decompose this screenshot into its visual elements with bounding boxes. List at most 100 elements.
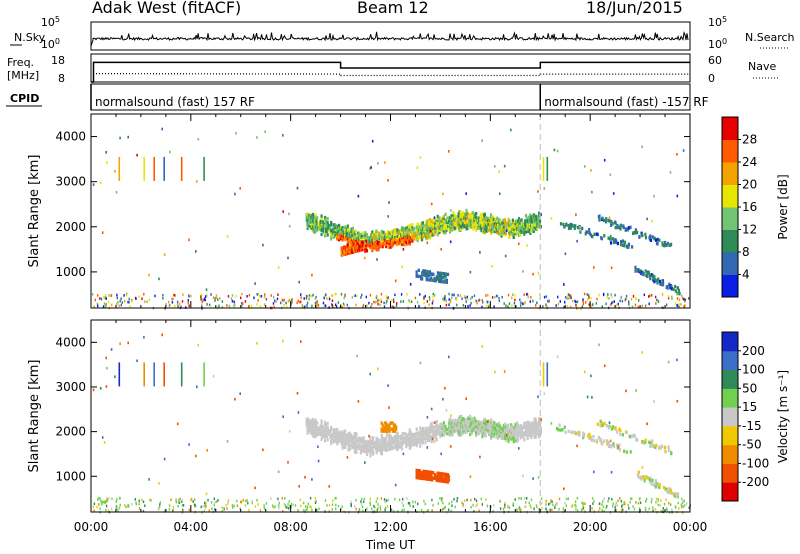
data-cell xyxy=(526,244,528,247)
data-cell xyxy=(581,305,584,308)
data-cell xyxy=(458,218,461,222)
data-cell xyxy=(418,304,420,308)
data-cell xyxy=(359,237,362,241)
data-cell xyxy=(640,231,643,235)
data-cell xyxy=(376,497,379,500)
data-cell xyxy=(442,433,445,437)
data-cell xyxy=(259,509,262,512)
data-cell xyxy=(387,179,389,182)
data-cell xyxy=(439,424,442,429)
data-cell xyxy=(232,506,234,509)
data-cell xyxy=(486,304,488,308)
data-cell xyxy=(314,217,317,221)
data-cell xyxy=(586,298,589,301)
data-cell xyxy=(340,293,343,296)
data-cell xyxy=(362,303,365,307)
data-cell xyxy=(610,470,613,474)
data-cell xyxy=(528,433,531,437)
power-colorbar-label: Power [dB] xyxy=(776,174,790,239)
data-cell xyxy=(668,502,670,505)
data-cell xyxy=(576,239,578,243)
data-cell xyxy=(448,218,451,222)
data-cell xyxy=(427,432,431,437)
velocity-colorbar-tick-6: -100 xyxy=(742,456,769,470)
data-cell xyxy=(251,500,253,503)
data-cell xyxy=(116,302,118,306)
data-cell xyxy=(428,430,431,435)
data-cell xyxy=(206,449,208,452)
data-cell xyxy=(471,295,473,299)
data-cell xyxy=(205,295,207,298)
data-cell xyxy=(455,426,458,431)
data-cell xyxy=(317,459,320,463)
data-cell xyxy=(569,222,572,227)
beam-title: Beam 12 xyxy=(357,0,429,17)
power-colorbar-swatch-4 xyxy=(722,184,738,208)
data-cell xyxy=(204,504,206,508)
data-cell xyxy=(123,294,125,297)
data-cell xyxy=(215,294,218,298)
data-cell xyxy=(684,300,686,303)
data-cell xyxy=(499,222,502,226)
data-cell xyxy=(314,497,316,500)
data-cell xyxy=(533,507,535,511)
data-cell xyxy=(410,233,413,237)
data-cell xyxy=(365,234,369,239)
data-cell xyxy=(393,228,397,233)
data-cell xyxy=(331,503,334,506)
data-cell xyxy=(419,471,422,475)
data-cell xyxy=(369,454,372,458)
data-cell xyxy=(637,268,640,272)
data-cell xyxy=(388,235,391,239)
data-cell xyxy=(207,498,209,502)
data-cell xyxy=(567,223,570,228)
data-cell xyxy=(481,434,484,439)
data-cell xyxy=(446,432,449,436)
data-cell xyxy=(530,296,532,299)
data-cell xyxy=(270,497,272,500)
data-cell xyxy=(658,485,661,489)
data-cell xyxy=(507,293,510,297)
velocity-colorbar-swatch-6 xyxy=(722,369,738,389)
data-cell xyxy=(537,395,539,398)
data-cell xyxy=(340,235,343,240)
data-cell xyxy=(451,216,454,220)
data-cell xyxy=(641,466,644,469)
data-cell xyxy=(603,158,606,162)
data-cell xyxy=(648,507,650,511)
data-cell xyxy=(365,243,368,247)
data-cell xyxy=(605,439,609,443)
data-cell xyxy=(384,508,386,512)
data-cell xyxy=(645,474,648,479)
data-cell xyxy=(493,423,496,427)
data-cell xyxy=(674,494,677,498)
data-cell xyxy=(354,440,357,444)
data-cell xyxy=(317,223,321,227)
data-cell xyxy=(549,508,551,512)
data-cell xyxy=(668,282,671,287)
data-cell xyxy=(586,293,588,296)
data-cell xyxy=(326,438,329,442)
data-cell xyxy=(666,241,670,246)
data-cell xyxy=(379,234,382,238)
data-cell xyxy=(530,431,533,436)
data-cell xyxy=(354,229,357,234)
data-cell xyxy=(424,426,427,431)
data-cell xyxy=(427,508,429,512)
data-cell xyxy=(378,299,380,302)
data-cell xyxy=(588,296,590,300)
data-cell xyxy=(670,503,672,506)
data-cell xyxy=(541,502,543,505)
data-cell xyxy=(485,498,487,501)
data-cell xyxy=(281,298,283,302)
data-cell xyxy=(520,301,522,304)
data-cell xyxy=(415,225,418,229)
data-cell xyxy=(417,229,420,234)
data-cell xyxy=(287,299,290,303)
data-cell xyxy=(364,241,366,245)
data-cell xyxy=(445,303,448,307)
data-cell xyxy=(419,444,422,448)
data-cell xyxy=(99,387,102,390)
data-cell xyxy=(578,226,581,229)
data-cell xyxy=(460,213,463,217)
